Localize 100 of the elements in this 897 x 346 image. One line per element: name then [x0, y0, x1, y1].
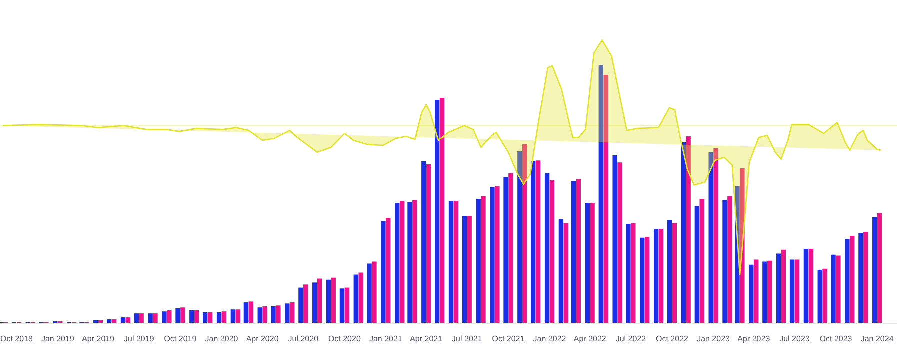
x-tick-label: Jan 2024	[860, 334, 894, 344]
x-tick-label: Apr 2020	[246, 334, 280, 344]
x-tick-label: Jan 2022	[533, 334, 567, 344]
bar	[262, 306, 268, 324]
bar	[658, 229, 664, 324]
bar	[248, 302, 254, 324]
bar	[836, 256, 841, 324]
bar	[504, 177, 508, 324]
bar	[518, 152, 522, 324]
bar	[694, 206, 700, 324]
bar	[435, 100, 440, 324]
bar	[386, 218, 391, 324]
bar	[312, 282, 318, 324]
bar	[153, 314, 158, 324]
bar	[686, 136, 691, 324]
bar	[508, 173, 514, 324]
bar	[612, 155, 618, 324]
bar	[654, 229, 659, 324]
x-tick-label: Jul 2021	[452, 334, 483, 344]
x-tick-label: Jul 2022	[616, 334, 647, 344]
x-tick-label: Oct 2021	[492, 334, 526, 344]
bar	[768, 260, 772, 324]
x-tick-label: Apr 2023	[738, 334, 771, 344]
bar	[640, 238, 645, 324]
bar	[395, 203, 400, 324]
bar	[331, 278, 336, 324]
bar	[400, 201, 405, 324]
bar	[344, 288, 350, 324]
bar	[681, 142, 686, 324]
bar	[558, 219, 564, 324]
bar	[576, 179, 581, 324]
bar	[749, 264, 754, 324]
bar	[618, 162, 622, 324]
bar	[667, 220, 672, 324]
bar	[298, 288, 304, 324]
bar	[590, 203, 595, 324]
bar	[120, 318, 126, 324]
bar	[762, 262, 768, 324]
bar	[372, 262, 377, 324]
bar	[544, 173, 550, 324]
bar	[585, 203, 590, 324]
bar	[722, 200, 728, 324]
bar	[381, 221, 386, 324]
x-tick-label: Jan 2023	[697, 334, 731, 344]
bar	[230, 310, 236, 324]
bar	[626, 224, 631, 324]
bar	[139, 314, 144, 324]
bar	[190, 310, 194, 324]
bar	[290, 302, 295, 324]
x-tick-label: Oct 2023	[820, 334, 853, 344]
bar	[728, 196, 732, 324]
bar	[126, 318, 130, 324]
bar	[326, 280, 332, 324]
x-tick-label: Jan 2021	[369, 334, 403, 344]
bar	[536, 160, 541, 324]
bar	[495, 186, 500, 324]
bar	[714, 148, 718, 324]
x-tick-label: Oct 2022	[656, 334, 690, 344]
bar	[276, 306, 281, 324]
bar	[564, 223, 568, 324]
x-tick-label: Jul 2019	[124, 334, 155, 344]
bar	[531, 161, 536, 324]
bar	[700, 199, 704, 324]
bar	[550, 180, 555, 324]
bar	[776, 254, 782, 324]
bar	[317, 278, 322, 324]
bar	[490, 187, 495, 324]
bar	[440, 98, 445, 324]
bar	[448, 201, 454, 324]
bar	[216, 312, 222, 324]
x-tick-label: Apr 2021	[410, 334, 444, 344]
bar	[467, 216, 472, 324]
bar	[794, 260, 800, 324]
x-tick-label: Jul 2020	[288, 334, 320, 344]
x-tick-label: Oct 2018	[0, 334, 34, 344]
bar	[604, 75, 608, 324]
bar	[522, 144, 528, 324]
bar	[818, 270, 822, 324]
bar	[422, 161, 426, 324]
bar	[148, 314, 153, 324]
bar	[864, 232, 868, 324]
bar	[180, 308, 186, 324]
bar	[208, 312, 213, 324]
bar	[831, 254, 836, 324]
bar	[645, 237, 650, 324]
bar	[571, 181, 576, 324]
bar	[244, 302, 249, 324]
bar	[740, 168, 745, 324]
bar	[708, 152, 714, 324]
bar	[167, 310, 172, 324]
bar	[134, 314, 140, 324]
bar	[672, 223, 678, 324]
bar	[258, 308, 262, 324]
x-tick-label: Oct 2019	[164, 334, 198, 344]
bar	[162, 312, 167, 324]
bar	[804, 248, 809, 324]
bar	[285, 304, 290, 324]
bar	[222, 312, 226, 324]
bar	[476, 199, 481, 324]
bar	[358, 272, 364, 324]
